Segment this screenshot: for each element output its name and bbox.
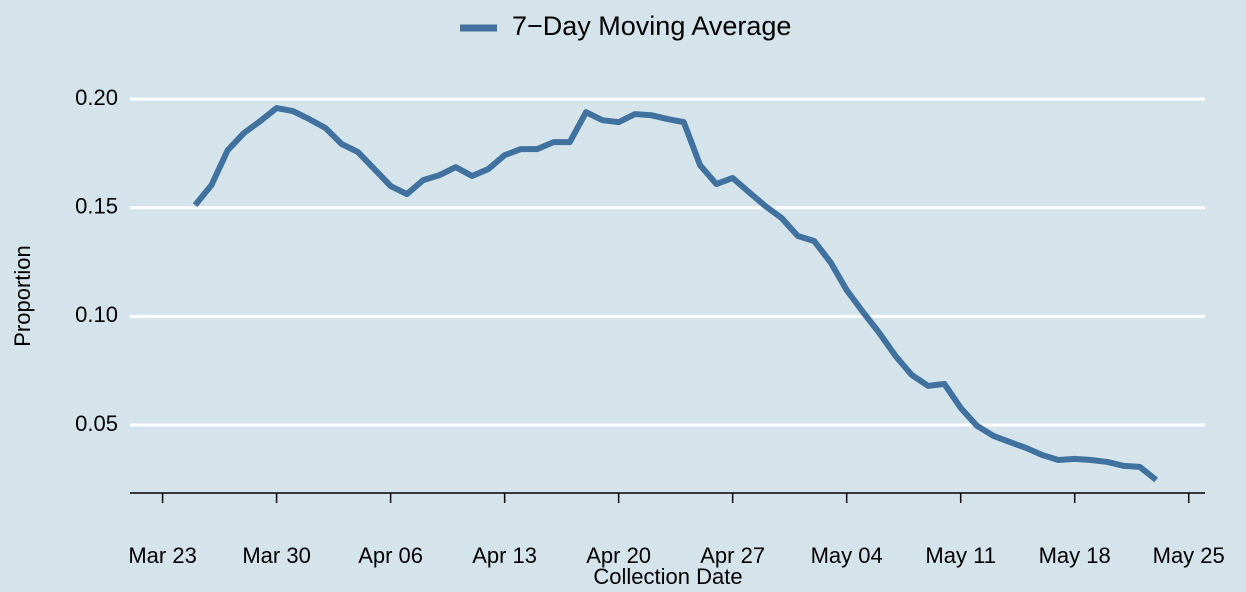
x-tick-label: May 11 <box>925 543 996 568</box>
data-line <box>192 105 1159 483</box>
x-tick-label: Mar 30 <box>242 543 310 568</box>
x-tick-label: Apr 20 <box>586 543 651 568</box>
x-tick-label: May 18 <box>1039 543 1111 568</box>
x-tick-label: May 25 <box>1153 543 1225 568</box>
x-tick-label: Apr 13 <box>472 543 537 568</box>
x-axis-label: Collection Date <box>593 564 742 589</box>
x-tick-label: Apr 27 <box>700 543 765 568</box>
legend-label: 7−Day Moving Average <box>512 11 791 41</box>
y-tick-label: 0.05 <box>75 411 118 436</box>
x-tick-label: Mar 23 <box>128 543 196 568</box>
y-tick-label: 0.20 <box>75 85 118 110</box>
x-tick-label: Apr 06 <box>358 543 423 568</box>
y-tick-label: 0.15 <box>75 194 118 219</box>
x-tick-label: May 04 <box>811 543 883 568</box>
y-axis-label: Proportion <box>10 245 35 347</box>
y-tick-label: 0.10 <box>75 302 118 327</box>
